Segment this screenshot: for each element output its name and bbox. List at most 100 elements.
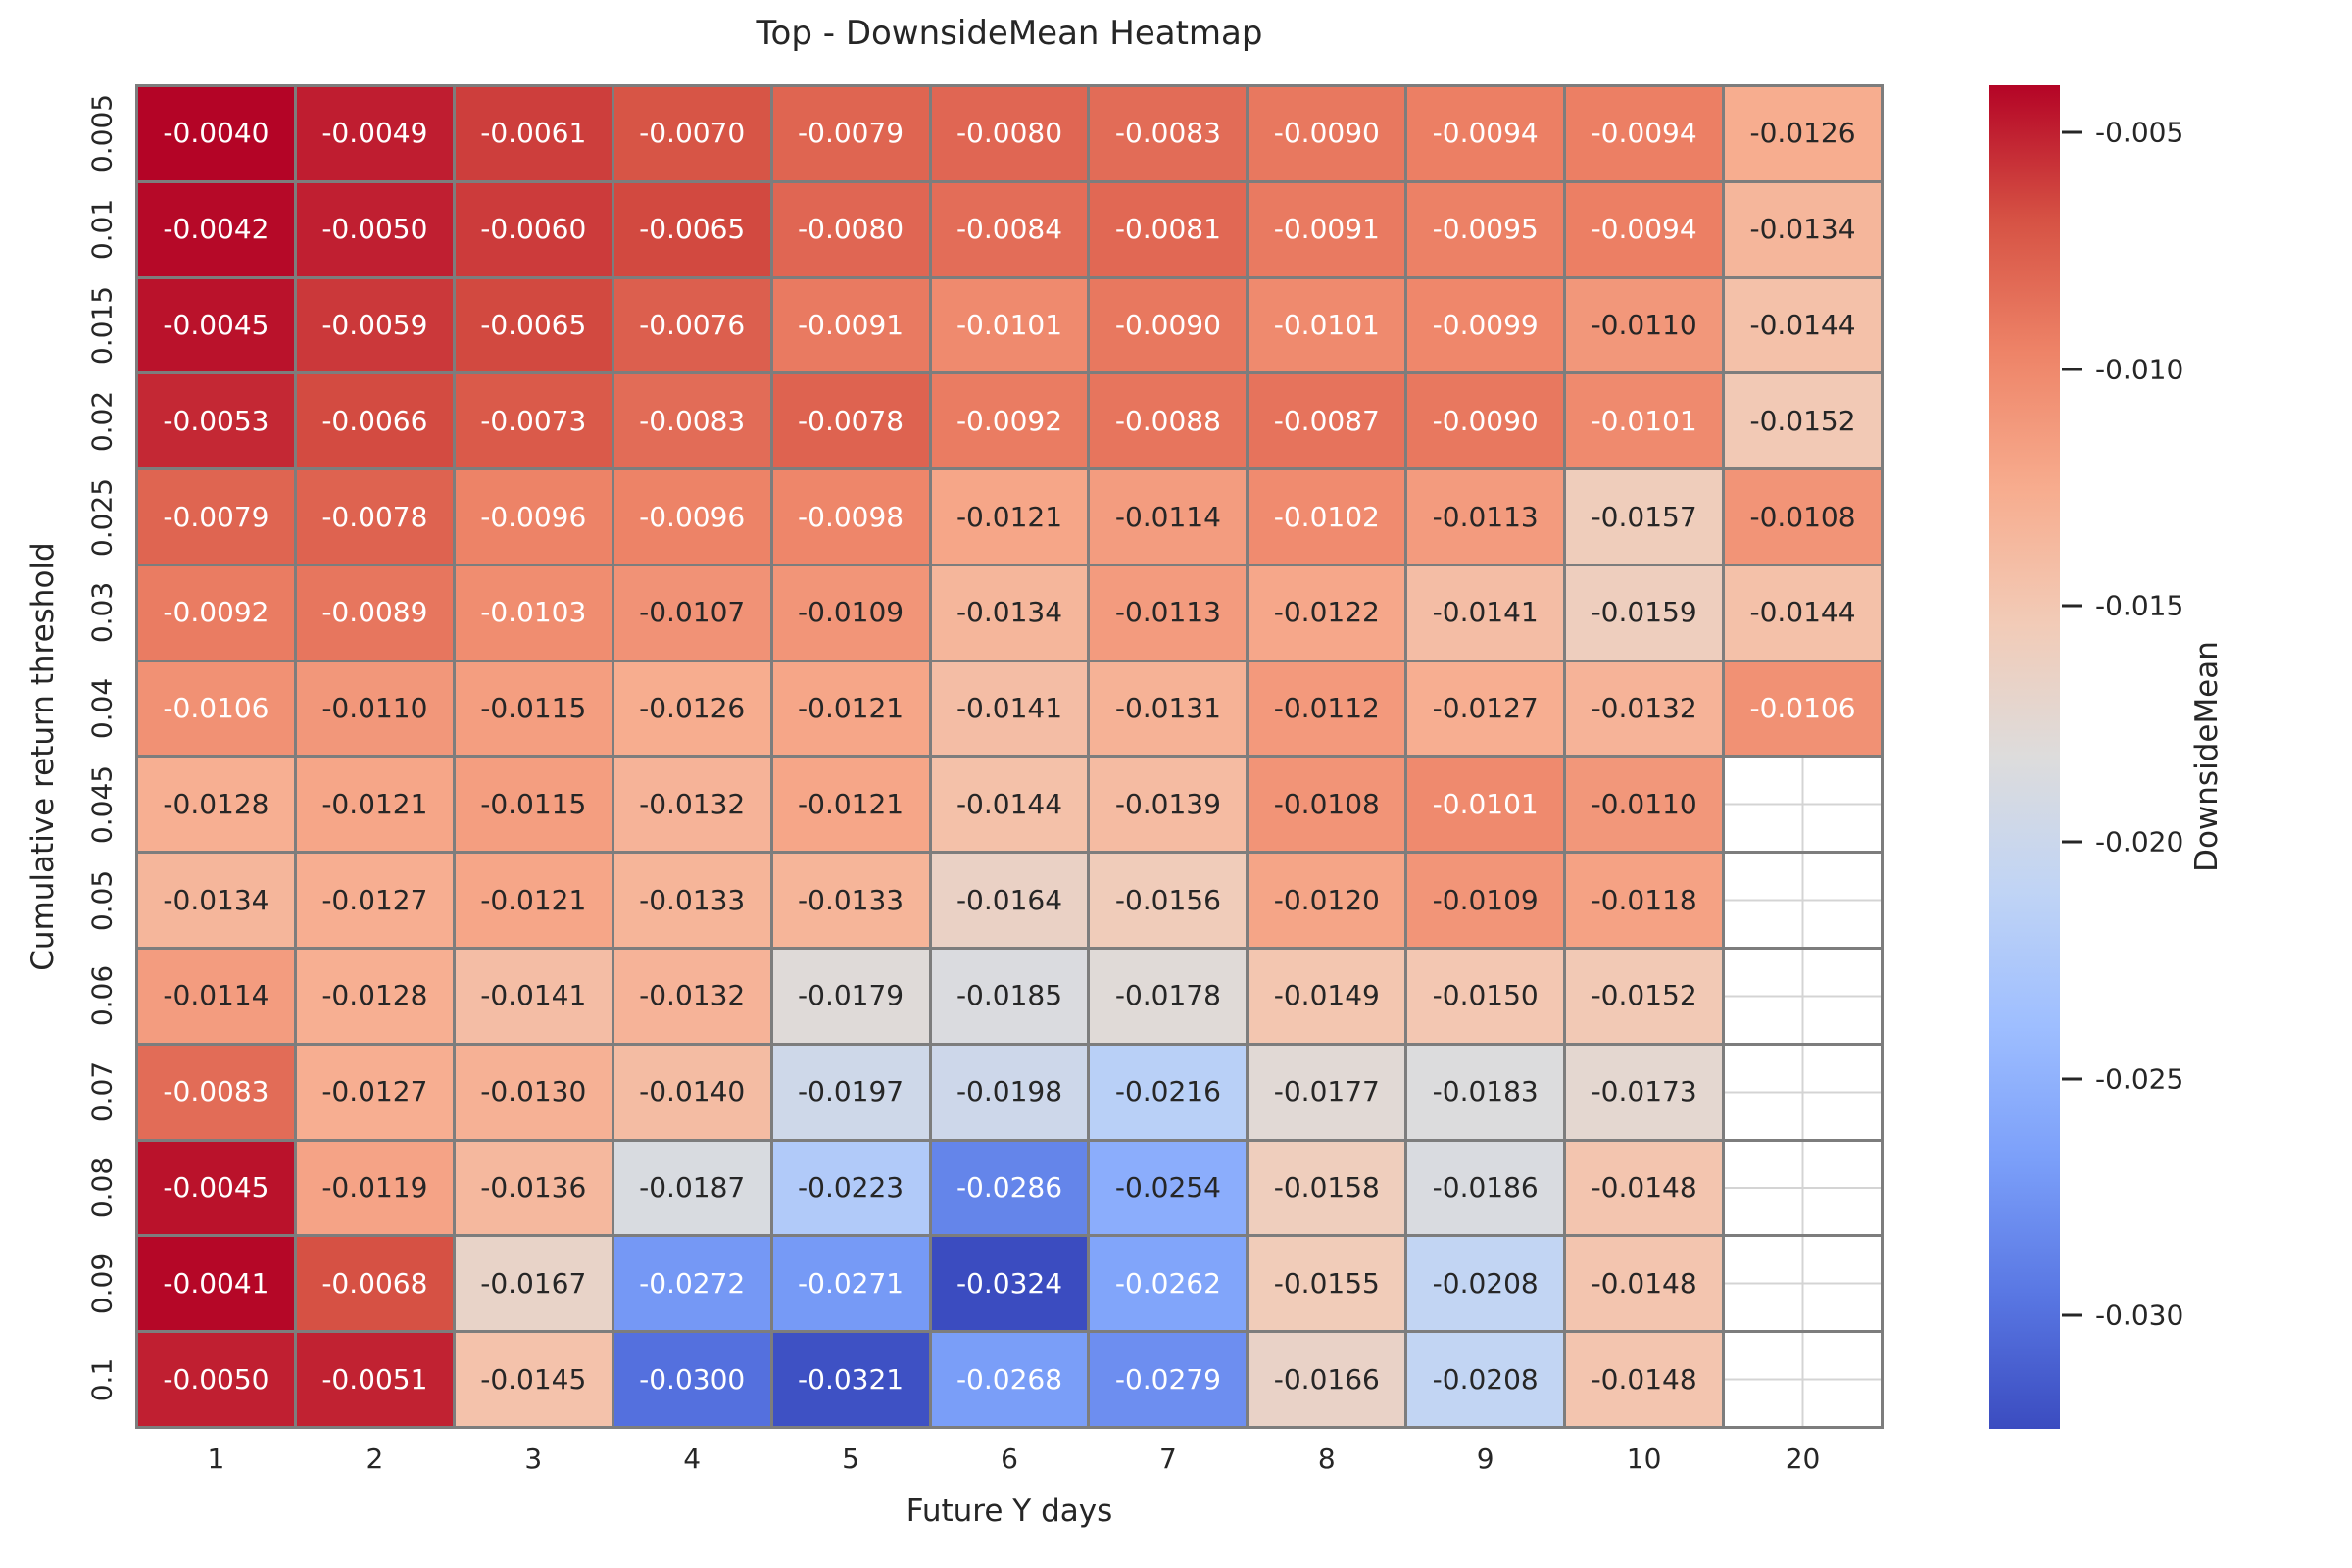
heatmap-cell: -0.0113 xyxy=(1090,565,1247,660)
y-tick-label: 0.01 xyxy=(85,199,119,261)
heatmap-cell: -0.0121 xyxy=(455,854,612,948)
x-tick-label: 5 xyxy=(842,1443,859,1475)
y-tick-label: 0.08 xyxy=(85,1156,119,1219)
heatmap-cell: -0.0148 xyxy=(1566,1237,1723,1331)
heatmap-cell: -0.0065 xyxy=(455,278,612,372)
heatmap-cell: -0.0279 xyxy=(1090,1333,1247,1426)
heatmap-cell xyxy=(1725,1333,1881,1426)
chart-title: Top - DownsideMean Heatmap xyxy=(756,14,1263,53)
heatmap-cell: -0.0108 xyxy=(1249,758,1405,852)
heatmap-cell: -0.0262 xyxy=(1090,1237,1247,1331)
heatmap-cell: -0.0167 xyxy=(455,1237,612,1331)
heatmap-cell: -0.0324 xyxy=(931,1237,1088,1331)
heatmap-cell: -0.0080 xyxy=(772,182,929,276)
heatmap-cell: -0.0079 xyxy=(138,470,294,564)
heatmap-cell: -0.0078 xyxy=(772,374,929,468)
heatmap-cell: -0.0150 xyxy=(1407,950,1564,1043)
heatmap-cell: -0.0095 xyxy=(1407,182,1564,276)
heatmap-cell: -0.0126 xyxy=(1725,87,1881,180)
heatmap-cell xyxy=(1725,854,1881,948)
heatmap-cell: -0.0073 xyxy=(455,374,612,468)
heatmap-cell: -0.0091 xyxy=(772,278,929,372)
heatmap-cell: -0.0106 xyxy=(138,662,294,756)
y-tick-label: 0.02 xyxy=(85,390,119,452)
heatmap-cell: -0.0208 xyxy=(1407,1333,1564,1426)
heatmap-cell: -0.0049 xyxy=(296,87,453,180)
heatmap-cell: -0.0187 xyxy=(613,1141,770,1235)
heatmap-cell: -0.0144 xyxy=(1725,278,1881,372)
heatmap-cell: -0.0053 xyxy=(138,374,294,468)
colorbar-tick-mark xyxy=(2062,1313,2082,1317)
y-tick-label: 0.06 xyxy=(85,965,119,1027)
heatmap-cell: -0.0112 xyxy=(1249,662,1405,756)
heatmap-cell: -0.0120 xyxy=(1249,854,1405,948)
heatmap-cell: -0.0152 xyxy=(1566,950,1723,1043)
y-tick-label: 0.09 xyxy=(85,1252,119,1314)
heatmap-cell xyxy=(1725,1045,1881,1139)
heatmap-cell: -0.0059 xyxy=(296,278,453,372)
heatmap-cell: -0.0132 xyxy=(1566,662,1723,756)
heatmap-cell: -0.0119 xyxy=(296,1141,453,1235)
heatmap-cell: -0.0121 xyxy=(931,470,1088,564)
colorbar-tick-mark xyxy=(2062,368,2082,371)
heatmap-cell: -0.0096 xyxy=(613,470,770,564)
heatmap-cell: -0.0108 xyxy=(1725,470,1881,564)
heatmap-cell: -0.0096 xyxy=(455,470,612,564)
heatmap-cell: -0.0084 xyxy=(931,182,1088,276)
heatmap-cell: -0.0090 xyxy=(1249,87,1405,180)
heatmap-cell: -0.0141 xyxy=(455,950,612,1043)
x-tick-label: 8 xyxy=(1317,1443,1336,1475)
colorbar-tick-mark xyxy=(2062,1077,2082,1081)
colorbar-gradient xyxy=(1989,85,2060,1429)
heatmap-cell: -0.0101 xyxy=(1566,374,1723,468)
heatmap-cell: -0.0141 xyxy=(1407,565,1564,660)
heatmap-cell: -0.0164 xyxy=(931,854,1088,948)
heatmap-cell: -0.0110 xyxy=(296,662,453,756)
heatmap-cell: -0.0041 xyxy=(138,1237,294,1331)
heatmap-cell: -0.0045 xyxy=(138,278,294,372)
heatmap-cell: -0.0179 xyxy=(772,950,929,1043)
heatmap-cell: -0.0060 xyxy=(455,182,612,276)
heatmap-cell: -0.0121 xyxy=(772,662,929,756)
heatmap-cell: -0.0128 xyxy=(296,950,453,1043)
heatmap-cell: -0.0208 xyxy=(1407,1237,1564,1331)
heatmap-cell: -0.0166 xyxy=(1249,1333,1405,1426)
heatmap-cell xyxy=(1725,1237,1881,1331)
heatmap-cell: -0.0101 xyxy=(1249,278,1405,372)
colorbar-tick-label: -0.025 xyxy=(2095,1062,2184,1096)
heatmap-cell: -0.0087 xyxy=(1249,374,1405,468)
heatmap-cell: -0.0144 xyxy=(931,758,1088,852)
heatmap-cell: -0.0141 xyxy=(931,662,1088,756)
heatmap-cell: -0.0090 xyxy=(1090,278,1247,372)
heatmap-cell: -0.0321 xyxy=(772,1333,929,1426)
heatmap-cell: -0.0122 xyxy=(1249,565,1405,660)
y-axis-label: Cumulative return threshold xyxy=(25,542,61,971)
heatmap-cell: -0.0078 xyxy=(296,470,453,564)
x-tick-label: 6 xyxy=(1001,1443,1018,1475)
heatmap-cell: -0.0115 xyxy=(455,758,612,852)
heatmap-cell: -0.0286 xyxy=(931,1141,1088,1235)
heatmap-cell: -0.0081 xyxy=(1090,182,1247,276)
heatmap-cell: -0.0130 xyxy=(455,1045,612,1139)
heatmap-cell xyxy=(1725,1141,1881,1235)
colorbar-tick-label: -0.015 xyxy=(2095,589,2184,622)
heatmap-cell: -0.0140 xyxy=(613,1045,770,1139)
heatmap-cell: -0.0271 xyxy=(772,1237,929,1331)
heatmap-cell: -0.0197 xyxy=(772,1045,929,1139)
y-tick-label: 0.03 xyxy=(85,582,119,644)
colorbar-tick-label: -0.010 xyxy=(2095,353,2184,386)
y-tick-label: 0.045 xyxy=(85,764,119,844)
heatmap-cell: -0.0099 xyxy=(1407,278,1564,372)
colorbar-label: DownsideMean xyxy=(2189,641,2225,872)
heatmap-cell: -0.0113 xyxy=(1407,470,1564,564)
y-tick-label: 0.005 xyxy=(85,94,119,173)
x-axis-label: Future Y days xyxy=(906,1494,1113,1529)
heatmap-grid: -0.0040 -0.0049 -0.0061 -0.0070 -0.0079 -0.00… xyxy=(135,84,1884,1429)
heatmap-cell: -0.0101 xyxy=(931,278,1088,372)
y-tick-label: 0.07 xyxy=(85,1061,119,1123)
heatmap-cell: -0.0223 xyxy=(772,1141,929,1235)
heatmap-cell: -0.0118 xyxy=(1566,854,1723,948)
heatmap-cell xyxy=(1725,950,1881,1043)
heatmap-cell: -0.0065 xyxy=(613,182,770,276)
